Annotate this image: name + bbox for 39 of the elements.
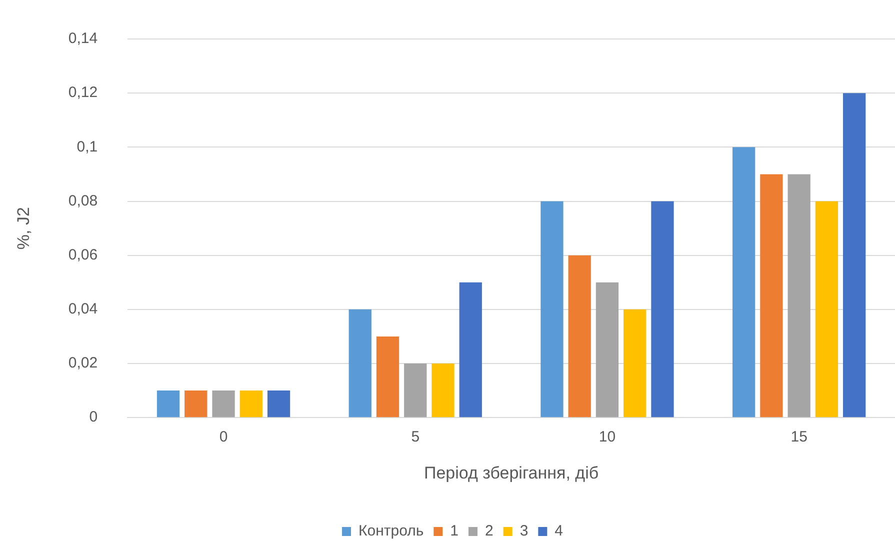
bar bbox=[651, 201, 674, 418]
legend-label: Контроль bbox=[358, 522, 424, 540]
bar bbox=[568, 255, 591, 418]
x-axis-title: Період зберігання, діб bbox=[424, 463, 599, 482]
bar bbox=[815, 201, 838, 418]
y-tick-label: 0,02 bbox=[68, 354, 98, 372]
bar bbox=[404, 364, 427, 418]
bar bbox=[540, 201, 564, 418]
bar bbox=[760, 174, 783, 418]
legend-label: 1 bbox=[450, 522, 458, 540]
bar bbox=[184, 390, 208, 418]
legend-label: 2 bbox=[484, 522, 494, 540]
x-tick-label: 15 bbox=[790, 428, 808, 446]
bar bbox=[348, 309, 372, 418]
y-tick-label: 0,14 bbox=[68, 30, 98, 48]
bar bbox=[156, 390, 180, 418]
y-tick-label: 0,06 bbox=[68, 246, 98, 264]
bar bbox=[212, 390, 235, 418]
y-tick-label: 0,08 bbox=[68, 192, 98, 210]
y-tick-label: 0,1 bbox=[76, 138, 98, 156]
y-tick-label: 0,04 bbox=[68, 300, 98, 318]
bar bbox=[432, 364, 454, 418]
y-tick-label: 0,12 bbox=[68, 84, 98, 102]
bar bbox=[624, 309, 646, 418]
bar bbox=[459, 282, 482, 418]
bar bbox=[732, 147, 756, 418]
legend-label: 4 bbox=[554, 522, 564, 540]
bar bbox=[376, 336, 400, 418]
bar bbox=[267, 390, 290, 418]
x-tick-label: 5 bbox=[411, 428, 420, 446]
x-tick-label: 10 bbox=[598, 428, 616, 446]
legend-label: 3 bbox=[520, 522, 528, 540]
bar bbox=[788, 174, 810, 418]
x-tick-label: 0 bbox=[219, 428, 228, 446]
bar bbox=[843, 93, 866, 418]
y-tick-label: 0 bbox=[89, 408, 98, 426]
y-axis-title: %, J2 bbox=[14, 207, 33, 250]
bar bbox=[240, 390, 262, 418]
bar bbox=[596, 282, 619, 418]
